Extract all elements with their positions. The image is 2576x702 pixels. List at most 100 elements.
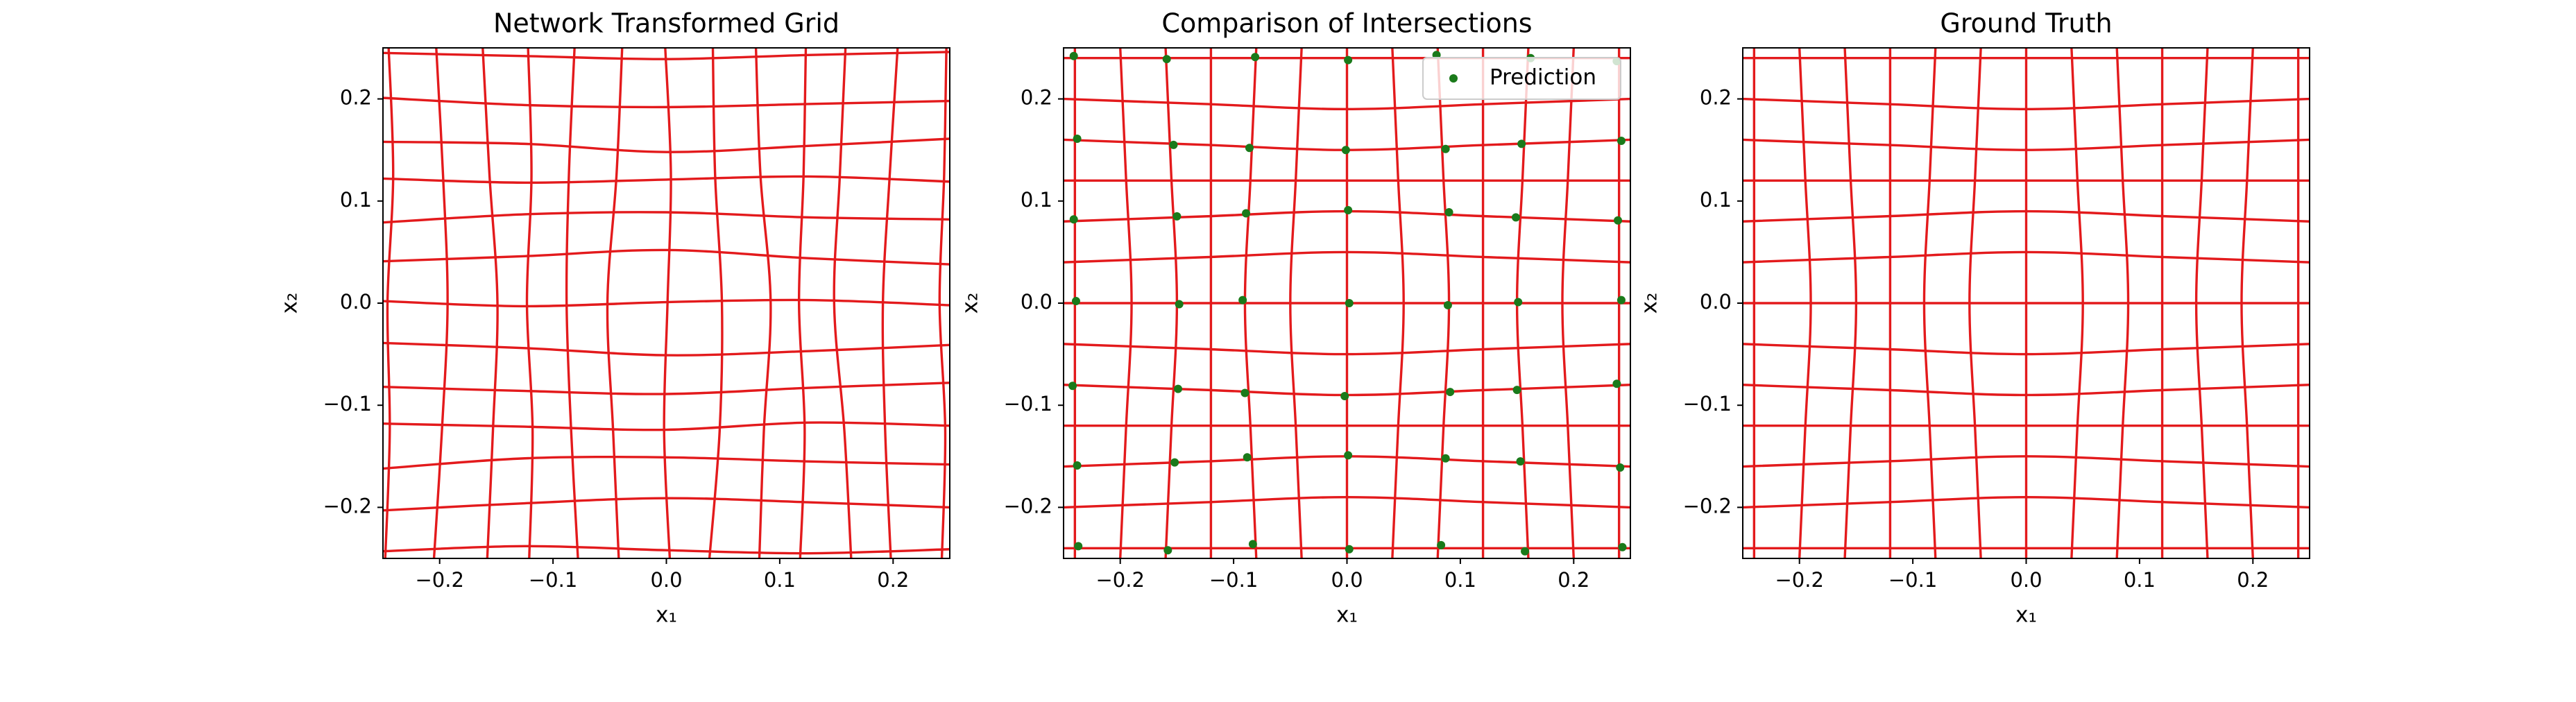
prediction-point	[1517, 139, 1526, 148]
y-axis-label: x₂	[1637, 293, 1662, 314]
x-tick-label: 0.2	[2237, 568, 2269, 592]
y-tick-label: 0.2	[1700, 86, 1732, 110]
horizontal-grid-curve	[383, 421, 950, 431]
prediction-point	[1068, 382, 1077, 391]
prediction-point	[1069, 215, 1078, 224]
horizontal-grid-curve	[383, 137, 950, 153]
y-axis-label: x₂	[958, 293, 983, 314]
vertical-grid-curve	[797, 48, 808, 558]
prediction-point	[1245, 144, 1254, 153]
horizontal-grid-curve	[1743, 209, 2310, 223]
prediction-point	[1521, 547, 1530, 556]
prediction-point	[1251, 53, 1260, 62]
y-tick-label: 0.2	[1021, 86, 1052, 110]
prediction-point	[1514, 298, 1523, 307]
prediction-point	[1617, 136, 1626, 145]
x-axis-label: x₁	[2015, 603, 2037, 628]
y-tick-label: 0.1	[1700, 188, 1732, 212]
horizontal-grid-curve	[383, 382, 950, 395]
horizontal-grid-curve	[1064, 250, 1630, 264]
vertical-grid-curve	[754, 48, 772, 558]
chart-title: Comparison of Intersections	[1161, 8, 1532, 39]
horizontal-grid-curve	[383, 248, 950, 266]
prediction-point	[1073, 461, 1082, 470]
y-tick-label: −0.1	[1004, 392, 1052, 416]
horizontal-grid-curve	[1743, 138, 2310, 151]
horizontal-grid-curve	[383, 298, 950, 308]
prediction-point	[1437, 540, 1446, 549]
horizontal-grid-curve	[1064, 343, 1630, 356]
prediction-point	[1248, 540, 1257, 549]
x-tick-label: −0.1	[529, 568, 577, 592]
prediction-point	[1243, 453, 1252, 462]
vertical-grid-curve	[481, 48, 499, 558]
axes	[1743, 48, 2310, 558]
horizontal-grid-curve	[1743, 97, 2310, 111]
horizontal-grid-curve	[1064, 495, 1630, 509]
x-tick-label: 0.1	[1444, 568, 1476, 592]
x-tick-label: −0.2	[1095, 568, 1144, 592]
prediction-point	[1612, 379, 1621, 388]
x-tick-label: 0.0	[650, 568, 682, 592]
prediction-point	[1074, 542, 1083, 551]
x-tick-label: −0.2	[415, 568, 463, 592]
y-axis-label: x₂	[278, 293, 302, 314]
vertical-grid-curve	[938, 48, 948, 558]
y-tick-label: 0.0	[340, 290, 372, 314]
prediction-point	[1172, 212, 1182, 221]
legend-label: Prediction	[1490, 65, 1596, 90]
x-tick-label: 0.2	[1558, 568, 1589, 592]
x-tick-label: 0.0	[1331, 568, 1363, 592]
y-tick-label: 0.1	[1021, 188, 1052, 212]
horizontal-grid-curve	[383, 96, 950, 109]
prediction-point	[1511, 213, 1520, 222]
plot-area	[1064, 48, 1630, 558]
horizontal-grid-curve	[383, 497, 950, 512]
prediction-point	[1341, 146, 1350, 155]
prediction-point	[1340, 391, 1349, 400]
vertical-grid-curve	[565, 48, 579, 558]
prediction-point	[1071, 297, 1080, 306]
prediction-point	[1616, 463, 1625, 472]
y-tick-label: 0.0	[1700, 290, 1732, 314]
x-axis-label: x₁	[1336, 603, 1358, 628]
prediction-point	[1443, 300, 1452, 309]
x-tick-label: 0.0	[2010, 568, 2042, 592]
horizontal-grid-curve	[1743, 495, 2310, 509]
y-tick-label: 0.0	[1021, 290, 1052, 314]
prediction-point	[1512, 386, 1521, 395]
y-tick-label: −0.1	[1683, 392, 1732, 416]
horizontal-grid-curve	[383, 455, 950, 470]
vertical-grid-curve	[525, 48, 534, 558]
prediction-point	[1169, 140, 1178, 149]
prediction-point	[1174, 384, 1183, 393]
prediction-point	[1242, 209, 1251, 218]
horizontal-grid-curve	[383, 545, 950, 555]
x-tick-label: −0.1	[1209, 568, 1258, 592]
y-tick-label: −0.1	[323, 392, 372, 416]
x-tick-label: −0.1	[1888, 568, 1937, 592]
horizontal-grid-curve	[383, 341, 950, 357]
vertical-grid-curve	[708, 48, 724, 558]
horizontal-grid-curve	[383, 211, 950, 224]
horizontal-grid-curve	[1743, 250, 2310, 264]
x-tick-label: −0.2	[1775, 568, 1823, 592]
horizontal-grid-curve	[1743, 384, 2310, 397]
prediction-point	[1162, 55, 1171, 64]
legend-box	[1422, 57, 1621, 100]
prediction-point	[1617, 296, 1626, 305]
prediction-point	[1446, 388, 1455, 397]
prediction-point	[1441, 454, 1450, 463]
horizontal-grid-curve	[383, 51, 950, 60]
legend-marker	[1449, 74, 1458, 83]
y-tick-label: −0.2	[1004, 494, 1052, 517]
prediction-point	[1238, 296, 1247, 305]
prediction-point	[1345, 299, 1354, 307]
horizontal-grid-curve	[1064, 97, 1630, 111]
y-tick-label: 0.2	[340, 86, 372, 110]
prediction-point	[1175, 300, 1184, 309]
axes	[383, 48, 950, 558]
x-tick-label: 0.2	[877, 568, 909, 592]
